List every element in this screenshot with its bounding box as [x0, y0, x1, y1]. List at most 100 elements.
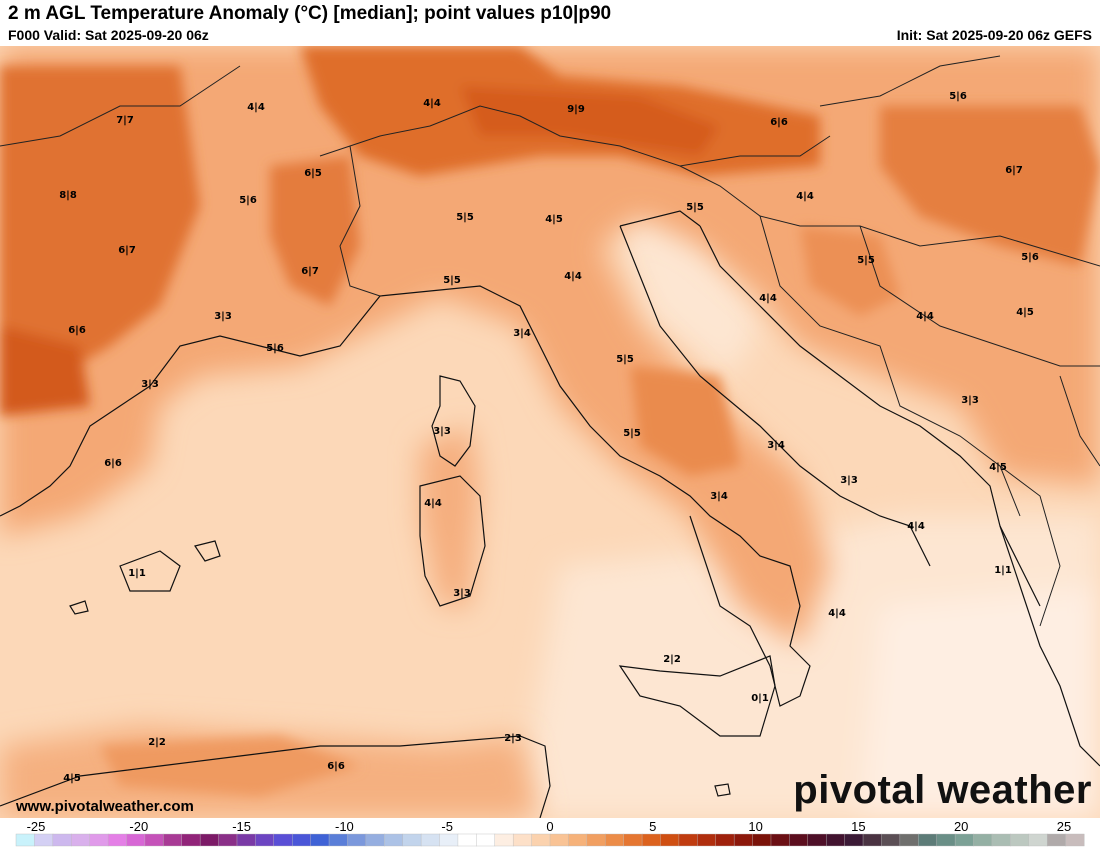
init-time: Init: Sat 2025-09-20 06z GEFS: [896, 27, 1092, 43]
colorbar-cell: [181, 833, 201, 847]
point-value: 5|6: [239, 195, 257, 206]
colorbar-cell: [199, 833, 220, 847]
colorbar-cell: [826, 833, 846, 847]
map-title: 2 m AGL Temperature Anomaly (°C) [median…: [8, 3, 612, 24]
colorbar-cell: [420, 833, 441, 847]
colorbar-cell: [605, 833, 625, 847]
colorbar-cell: [71, 833, 91, 847]
point-value: 3|3: [141, 379, 159, 390]
point-value: 6|6: [104, 458, 122, 469]
point-value: 2|3: [504, 733, 522, 744]
colorbar-tick-label: 25: [1057, 819, 1071, 834]
colorbar-tick-label: -15: [232, 819, 251, 834]
point-value: 3|3: [433, 426, 451, 437]
colorbar-cell: [733, 833, 754, 847]
pivotal-weather-logo: pivotal weather: [793, 768, 1092, 812]
colorbar-cell: [770, 833, 790, 847]
colorbar-cell: [586, 833, 606, 847]
point-value: 4|4: [564, 271, 582, 282]
map-header: 2 m AGL Temperature Anomaly (°C) [median…: [0, 0, 1100, 46]
colorbar-cell: [255, 833, 275, 847]
colorbar-cell: [1010, 833, 1030, 847]
colorbar-cell: [236, 833, 256, 847]
point-value: 9|9: [567, 104, 585, 115]
colorbar-cell: [862, 833, 882, 847]
colorbar-cell: [107, 833, 127, 847]
point-value: 5|5: [857, 255, 875, 266]
colorbar-cell: [568, 833, 588, 847]
point-value: 4|4: [916, 311, 934, 322]
point-value: 8|8: [59, 190, 77, 201]
point-value: 6|6: [327, 761, 345, 772]
colorbar-cell: [954, 833, 975, 847]
colorbar-cell: [15, 833, 35, 847]
point-value: 4|5: [989, 462, 1007, 473]
point-value: 6|7: [118, 245, 136, 256]
point-value: 6|6: [68, 325, 86, 336]
anomaly-map: 7|7 4|4 4|4 9|9 6|6 5|6 8|8 5|6 6|5 6|7 …: [0, 46, 1100, 818]
colorbar-cell: [402, 833, 422, 847]
point-value: 3|3: [840, 475, 858, 486]
valid-time: F000 Valid: Sat 2025-09-20 06z: [8, 27, 209, 43]
colorbar-cell: [273, 833, 293, 847]
colorbar-cell: [494, 833, 514, 847]
point-value: 5|5: [443, 275, 461, 286]
point-value: 3|4: [513, 328, 531, 339]
point-value: 1|1: [994, 565, 1012, 576]
point-value: 5|5: [456, 212, 474, 223]
website-url: www.pivotalweather.com: [16, 798, 194, 815]
point-value: 1|1: [128, 568, 146, 579]
colorbar-cell: [347, 833, 367, 847]
colorbar-cell: [89, 833, 109, 847]
point-value: 4|4: [796, 191, 814, 202]
colorbar-cell: [328, 833, 348, 847]
colorbar-cell: [218, 833, 238, 847]
point-value: 3|3: [453, 588, 471, 599]
colorbar-cell: [531, 833, 551, 847]
colorbar-cell: [292, 833, 312, 847]
colorbar-cells: [15, 833, 1085, 847]
colorbar-tick-label: -25: [27, 819, 46, 834]
colorbar-cell: [991, 833, 1011, 847]
point-value: 4|4: [828, 608, 846, 619]
point-value-labels: 7|7 4|4 4|4 9|9 6|6 5|6 8|8 5|6 6|5 6|7 …: [59, 91, 1039, 784]
colorbar-tick-label: -20: [129, 819, 148, 834]
point-value: 5|5: [616, 354, 634, 365]
point-value: 6|5: [304, 168, 322, 179]
point-value: 4|5: [1016, 307, 1034, 318]
point-value: 4|4: [423, 98, 441, 109]
point-value: 6|7: [1005, 165, 1023, 176]
colorbar-cell: [623, 833, 643, 847]
point-value: 4|4: [759, 293, 777, 304]
colorbar-tick-label: 10: [748, 819, 762, 834]
colorbar-cell: [52, 833, 72, 847]
colorbar-tick-label: 0: [546, 819, 553, 834]
colorbar-cell: [660, 833, 680, 847]
point-value: 4|4: [247, 102, 265, 113]
colorbar-cell: [365, 833, 385, 847]
colorbar-cell: [881, 833, 901, 847]
colorbar-cell: [789, 833, 809, 847]
colorbar-cell: [549, 833, 569, 847]
point-value: 5|5: [623, 428, 641, 439]
point-value: 4|5: [545, 214, 563, 225]
point-value: 3|4: [710, 491, 728, 502]
colorbar-tick-label: 20: [954, 819, 968, 834]
colorbar-cell: [1065, 833, 1085, 847]
colorbar-cell: [678, 833, 698, 847]
colorbar-tick-label: -5: [441, 819, 453, 834]
colorbar-cell: [144, 833, 164, 847]
colorbar-cell: [476, 833, 496, 847]
colorbar-cell: [384, 833, 404, 847]
colorbar-tick-label: 15: [851, 819, 865, 834]
colorbar-cell: [752, 833, 772, 847]
country-borders: [0, 55, 1100, 627]
colorbar-cell: [439, 833, 459, 847]
point-value: 5|6: [1021, 252, 1039, 263]
point-value: 3|3: [214, 311, 232, 322]
colorbar-cell: [163, 833, 183, 847]
colorbar-cell: [807, 833, 827, 847]
colorbar-cell: [310, 833, 330, 847]
colorbar-tick-label: -10: [335, 819, 354, 834]
colorbar-cell: [512, 833, 533, 847]
